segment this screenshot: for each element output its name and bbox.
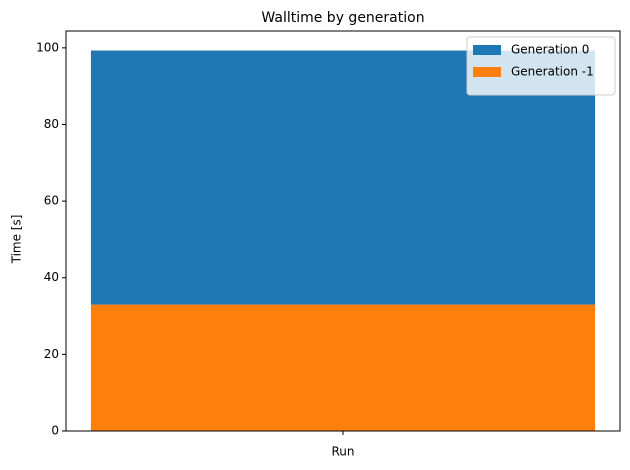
x-tick-label: Run [331,445,354,459]
y-tick-label: 100 [36,40,59,54]
y-tick-label: 0 [51,424,59,438]
axes-frame [65,30,621,432]
y-tick-label: 40 [44,270,59,284]
legend-swatch [473,67,501,77]
bar-segment [90,304,596,431]
legend-label: Generation -1 [511,65,594,79]
y-tick-label: 20 [44,347,59,361]
legend-box [466,36,616,96]
legend-label: Generation 0 [511,43,589,57]
y-tick-label: 60 [44,194,59,208]
legend-swatch [473,45,501,55]
y-axis-label: Time [s] [10,215,24,265]
chart-title: Walltime by generation [261,10,424,26]
y-tick-label: 80 [44,117,59,131]
